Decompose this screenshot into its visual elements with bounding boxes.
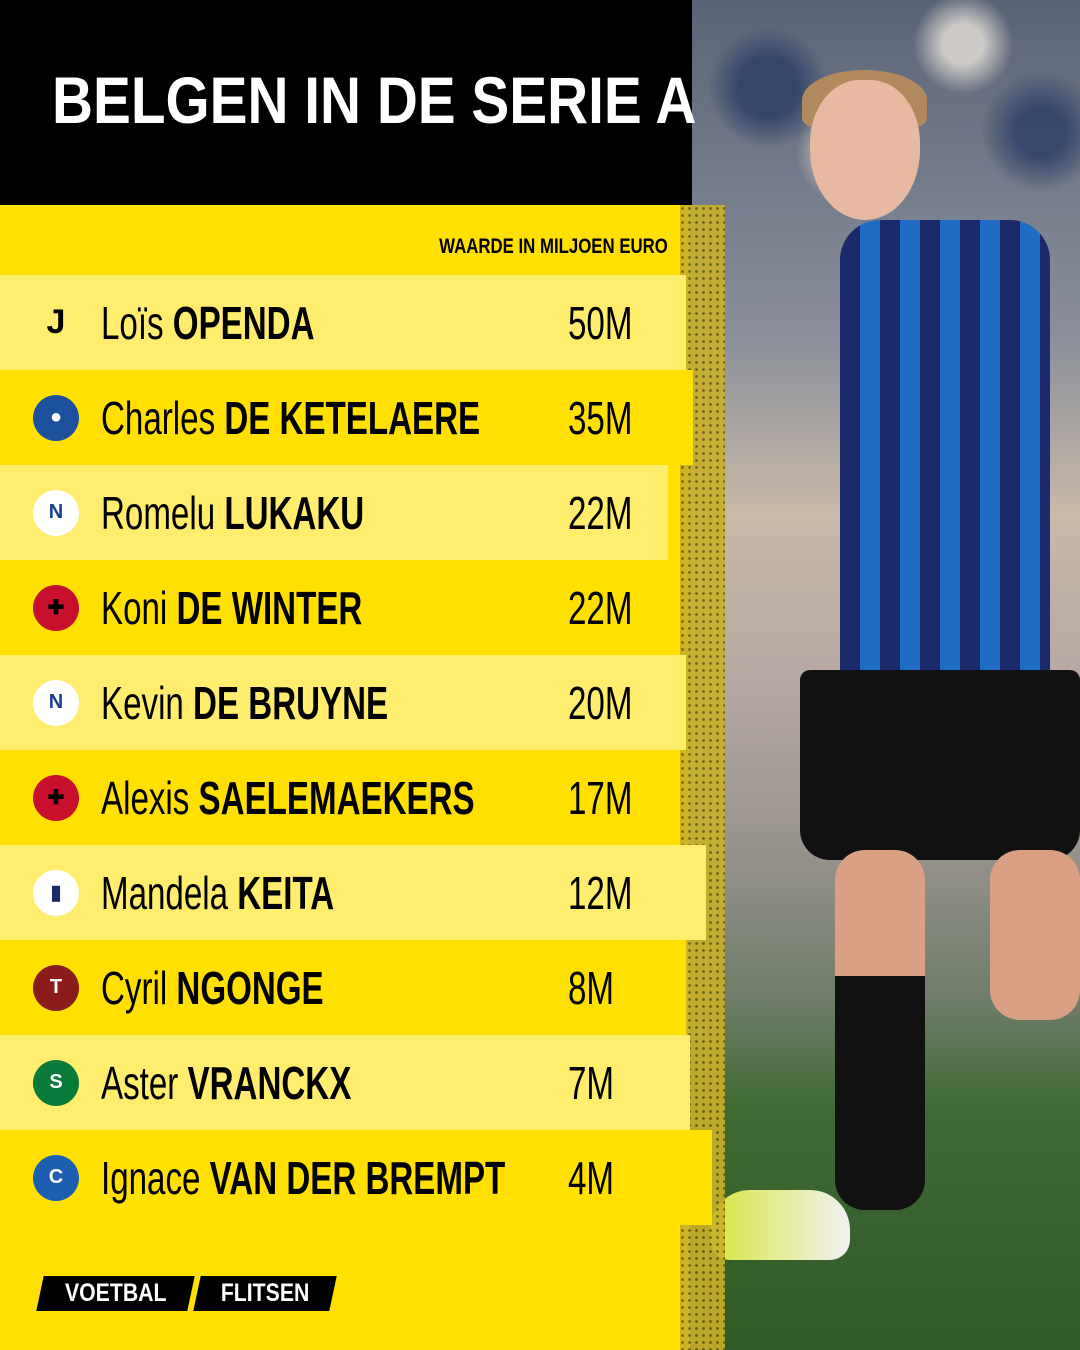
player-name: Loïs OPENDA bbox=[101, 296, 315, 350]
market-value: 35M bbox=[568, 391, 633, 444]
player-boot bbox=[710, 1190, 850, 1260]
player-name: Charles DE KETELAERE bbox=[101, 391, 480, 445]
page-title: BELGEN IN DE SERIE A bbox=[52, 63, 697, 137]
last-name: KEITA bbox=[237, 866, 335, 919]
last-name: VAN DER BREMPT bbox=[209, 1151, 506, 1204]
player-leg bbox=[835, 850, 925, 1210]
market-value: 20M bbox=[568, 676, 633, 729]
market-value: 50M bbox=[568, 296, 633, 349]
juventus-crest-icon: J bbox=[46, 303, 66, 341]
last-name: DE BRUYNE bbox=[193, 676, 389, 729]
first-name: Romelu bbox=[101, 486, 216, 539]
player-name: Romelu LUKAKU bbox=[101, 486, 364, 540]
player-row: C Ignace VAN DER BREMPT 4M bbox=[0, 1130, 712, 1225]
player-row: T Cyril NGONGE 8M bbox=[0, 940, 686, 1035]
header: BELGEN IN DE SERIE A bbox=[0, 0, 696, 205]
market-value: 12M bbox=[568, 866, 633, 919]
logo-part1: VOETBAL bbox=[64, 1279, 167, 1307]
first-name: Koni bbox=[101, 581, 168, 634]
market-value: 17M bbox=[568, 771, 633, 824]
first-name: Aster bbox=[101, 1056, 179, 1109]
market-value: 22M bbox=[568, 486, 633, 539]
first-name: Mandela bbox=[101, 866, 229, 919]
player-name: Ignace VAN DER BREMPT bbox=[101, 1151, 505, 1205]
player-shorts bbox=[800, 670, 1080, 860]
market-value: 22M bbox=[568, 581, 633, 634]
ac-milan-crest-icon: ✚ bbox=[33, 584, 79, 631]
player-row: ▮ Mandela KEITA 12M bbox=[0, 845, 706, 940]
player-row: ✚ Alexis SAELEMAEKERS 17M bbox=[0, 750, 666, 845]
player-row: N Romelu LUKAKU 22M bbox=[0, 465, 668, 560]
last-name: DE KETELAERE bbox=[224, 391, 481, 444]
player-head bbox=[810, 80, 920, 220]
first-name: Ignace bbox=[101, 1151, 201, 1204]
player-name: Kevin DE BRUYNE bbox=[101, 676, 388, 730]
napoli-crest-icon: N bbox=[33, 679, 79, 726]
player-shirt bbox=[840, 220, 1050, 680]
player-row: ✚ Koni DE WINTER 22M bbox=[0, 560, 666, 655]
player-name: Aster VRANCKX bbox=[101, 1056, 351, 1110]
first-name: Charles bbox=[101, 391, 216, 444]
torino-crest-icon: T bbox=[33, 964, 79, 1011]
last-name: NGONGE bbox=[176, 961, 324, 1014]
player-row: S Aster VRANCKX 7M bbox=[0, 1035, 690, 1130]
player-row: ● Charles DE KETELAERE 35M bbox=[0, 370, 693, 465]
last-name: SAELEMAEKERS bbox=[198, 771, 475, 824]
first-name: Cyril bbox=[101, 961, 168, 1014]
column-subtitle: WAARDE IN MILJOEN EURO bbox=[439, 235, 668, 258]
first-name: Alexis bbox=[101, 771, 190, 824]
player-photo bbox=[690, 0, 1080, 1350]
first-name: Kevin bbox=[101, 676, 184, 729]
como-crest-icon: C bbox=[33, 1154, 79, 1201]
first-name: Loïs bbox=[101, 296, 164, 349]
logo-part2: FLITSEN bbox=[221, 1279, 310, 1307]
napoli-crest-icon: N bbox=[33, 489, 79, 536]
player-name: Koni DE WINTER bbox=[101, 581, 362, 635]
market-value: 7M bbox=[568, 1056, 615, 1109]
market-value: 4M bbox=[568, 1151, 615, 1204]
parma-crest-icon: ▮ bbox=[33, 869, 79, 916]
player-row: N Kevin DE BRUYNE 20M bbox=[0, 655, 686, 750]
last-name: OPENDA bbox=[172, 296, 315, 349]
player-name: Cyril NGONGE bbox=[101, 961, 324, 1015]
player-name: Mandela KEITA bbox=[101, 866, 334, 920]
ac-milan-crest-icon: ✚ bbox=[33, 774, 79, 821]
player-name: Alexis SAELEMAEKERS bbox=[101, 771, 475, 825]
voetbalflitsen-logo: VOETBAL FLITSEN bbox=[36, 1276, 338, 1311]
last-name: VRANCKX bbox=[187, 1056, 352, 1109]
sassuolo-crest-icon: S bbox=[33, 1059, 79, 1106]
atalanta-crest-icon: ● bbox=[33, 394, 79, 441]
player-leg bbox=[990, 850, 1080, 1020]
player-row: J Loïs OPENDA 50M bbox=[0, 275, 686, 370]
last-name: LUKAKU bbox=[224, 486, 365, 539]
last-name: DE WINTER bbox=[176, 581, 363, 634]
market-value: 8M bbox=[568, 961, 615, 1014]
